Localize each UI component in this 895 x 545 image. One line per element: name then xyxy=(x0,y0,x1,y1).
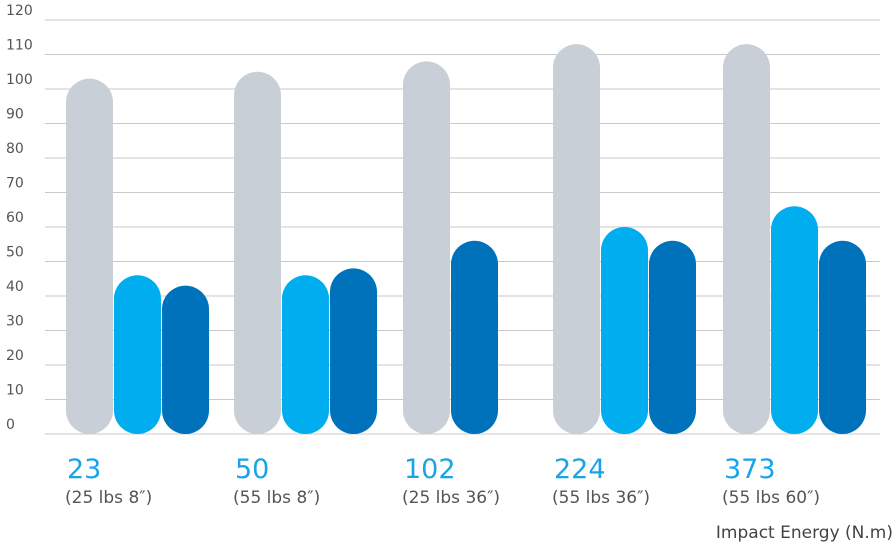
y-tick-label-10: 10 xyxy=(6,383,24,399)
bar-23-series-3 xyxy=(162,285,209,434)
y-tick-label-110: 110 xyxy=(6,38,33,54)
category-sublabel-23: (25 lbs 8″) xyxy=(65,488,152,508)
bar-373-series-3 xyxy=(819,240,866,434)
bars xyxy=(66,44,866,435)
y-tick-label-20: 20 xyxy=(6,348,24,364)
y-tick-label-70: 70 xyxy=(6,176,24,192)
y-tick-label-120: 120 xyxy=(6,3,33,19)
bar-224-series-2 xyxy=(601,227,648,434)
category-label-373: 373 xyxy=(724,454,776,485)
category-label-50: 50 xyxy=(235,454,269,485)
y-tick-label-0: 0 xyxy=(6,417,15,433)
bar-50-series-2 xyxy=(282,275,329,434)
category-label-23: 23 xyxy=(67,454,101,485)
bar-224-series-3 xyxy=(649,240,696,434)
bar-23-series-1 xyxy=(66,78,113,435)
bar-373-series-1 xyxy=(723,44,770,435)
y-tick-label-30: 30 xyxy=(6,314,24,330)
category-sublabel-50: (55 lbs 8″) xyxy=(233,488,320,508)
bar-23-series-2 xyxy=(114,275,161,434)
bar-102-series-3 xyxy=(451,240,498,434)
bar-224-series-1 xyxy=(553,44,600,435)
bar-373-series-2 xyxy=(771,206,818,434)
category-sublabel-224: (55 lbs 36″) xyxy=(552,488,650,508)
x-axis-title: Impact Energy (N.m) xyxy=(716,523,893,543)
y-tick-label-60: 60 xyxy=(6,210,24,226)
y-axis-ticks: 0 10 20 30 40 50 60 70 80 90 100 110 120 xyxy=(6,3,33,433)
y-tick-label-40: 40 xyxy=(6,279,24,295)
bar-50-series-3 xyxy=(330,268,377,434)
category-sublabel-373: (55 lbs 60″) xyxy=(722,488,820,508)
y-tick-label-100: 100 xyxy=(6,72,33,88)
y-tick-label-80: 80 xyxy=(6,141,24,157)
category-sublabel-102: (25 lbs 36″) xyxy=(402,488,500,508)
bar-50-series-1 xyxy=(234,71,281,434)
category-label-102: 102 xyxy=(404,454,456,485)
category-label-224: 224 xyxy=(554,454,606,485)
y-tick-label-50: 50 xyxy=(6,245,24,261)
x-axis-categories: 23 (25 lbs 8″) 50 (55 lbs 8″) 102 (25 lbs 36″… xyxy=(65,454,820,508)
bar-102-series-1 xyxy=(403,61,450,435)
y-tick-label-90: 90 xyxy=(6,107,24,123)
